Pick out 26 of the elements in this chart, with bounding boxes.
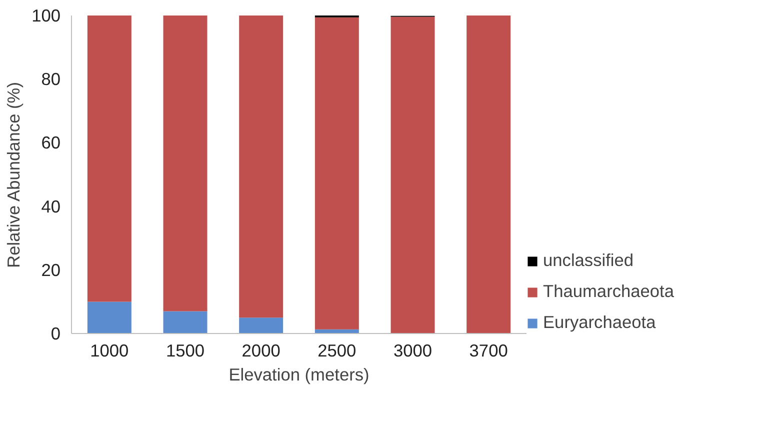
bar	[87, 302, 132, 334]
bar	[163, 16, 208, 312]
bar	[87, 16, 132, 302]
x-tick-label: 3700	[469, 340, 508, 360]
y-tick-label: 0	[50, 324, 61, 344]
x-tick-label: 3000	[393, 340, 432, 360]
bar	[239, 16, 284, 318]
x-tick-label: 1500	[166, 340, 205, 360]
bar	[314, 17, 359, 330]
legend-label: Thaumarchaeota	[543, 281, 674, 302]
y-tick-label: 80	[41, 69, 61, 90]
bar	[466, 16, 511, 334]
legend-label: unclassified	[543, 250, 634, 271]
y-tick-label: 60	[41, 132, 61, 153]
bar	[239, 318, 284, 334]
legend-label: Euryarchaeota	[543, 312, 656, 333]
bar	[163, 311, 208, 334]
x-tick-label: 1000	[90, 340, 129, 360]
x-tick-label: 2500	[318, 340, 356, 360]
y-axis-title: Relative Abundance (%)	[4, 82, 24, 268]
y-tick-label: 20	[41, 260, 61, 280]
y-tick-label: 40	[41, 196, 61, 216]
x-axis-title: Elevation (meters)	[228, 364, 370, 384]
x-tick-label: 2000	[242, 340, 280, 360]
bar	[390, 16, 435, 334]
y-tick-label: 100	[32, 6, 61, 26]
